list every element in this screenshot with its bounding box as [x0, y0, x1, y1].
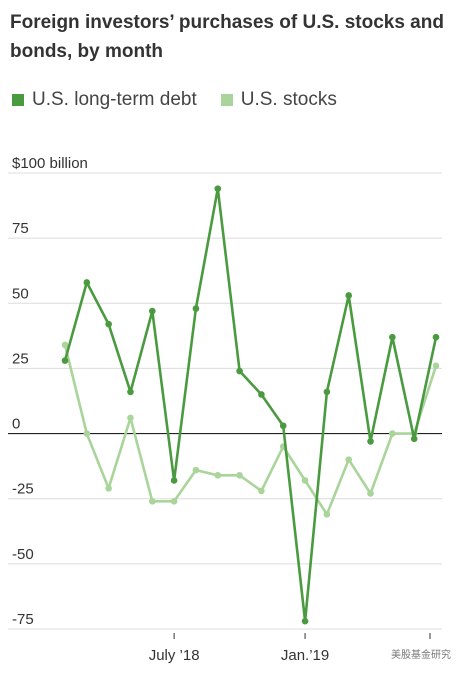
series-line-debt	[63, 187, 438, 623]
data-point-stocks	[432, 362, 440, 370]
data-point-stocks	[323, 511, 331, 518]
data-point-stocks	[214, 471, 222, 479]
data-point-debt	[170, 477, 178, 484]
y-tick-label: $100 billion	[12, 155, 88, 172]
x-tick-label: July ’18	[149, 647, 200, 664]
legend-item-debt: U.S. long-term debt	[12, 89, 197, 111]
watermark: 美股基金研究	[391, 650, 451, 661]
data-point-debt	[301, 617, 309, 625]
series-line-stocks	[63, 343, 438, 516]
legend-swatch-stocks	[220, 94, 233, 106]
data-point-debt	[323, 388, 331, 396]
data-point-stocks	[258, 487, 265, 495]
data-point-stocks	[83, 430, 91, 437]
data-point-debt	[236, 367, 243, 375]
y-tick-label: -50	[12, 546, 34, 563]
data-point-debt	[279, 422, 287, 430]
y-tick-label: 0	[12, 416, 20, 433]
data-point-debt	[127, 388, 134, 396]
data-point-debt	[61, 357, 69, 364]
y-tick-label: 75	[12, 220, 29, 237]
data-point-stocks	[301, 477, 309, 484]
x-tick-label: Jan.’19	[281, 647, 329, 664]
data-point-debt	[83, 279, 91, 286]
data-point-debt	[214, 185, 222, 192]
data-point-stocks	[105, 484, 112, 492]
data-point-debt	[410, 435, 418, 443]
data-point-debt	[367, 438, 374, 445]
data-point-stocks	[192, 466, 200, 474]
data-point-debt	[345, 292, 353, 299]
data-point-debt	[105, 320, 112, 328]
legend-item-stocks: U.S. stocks	[220, 89, 337, 111]
y-tick-label: -25	[12, 481, 34, 498]
data-point-stocks	[345, 456, 353, 463]
data-point-debt	[148, 307, 156, 315]
data-point-stocks	[236, 471, 243, 479]
data-point-stocks	[127, 414, 134, 422]
data-point-debt	[192, 305, 200, 312]
data-point-stocks	[367, 490, 374, 497]
y-tick-label: 50	[12, 285, 29, 302]
legend-swatch-debt	[12, 94, 24, 106]
data-point-debt	[258, 391, 265, 398]
y-tick-label: -75	[12, 611, 34, 628]
data-point-stocks	[148, 498, 156, 505]
data-point-debt	[432, 333, 440, 341]
data-point-stocks	[61, 341, 69, 349]
y-tick-label: 25	[12, 350, 29, 367]
data-point-debt	[389, 333, 396, 341]
legend-label-debt: U.S. long-term debt	[32, 89, 197, 110]
legend-label-stocks: U.S. stocks	[240, 89, 337, 110]
data-point-stocks	[170, 498, 178, 505]
legend: U.S. long-term debt U.S. stocks	[12, 86, 361, 114]
data-point-stocks	[389, 430, 396, 437]
chart-title: Foreign investors’ purchases of U.S. sto…	[10, 12, 444, 62]
